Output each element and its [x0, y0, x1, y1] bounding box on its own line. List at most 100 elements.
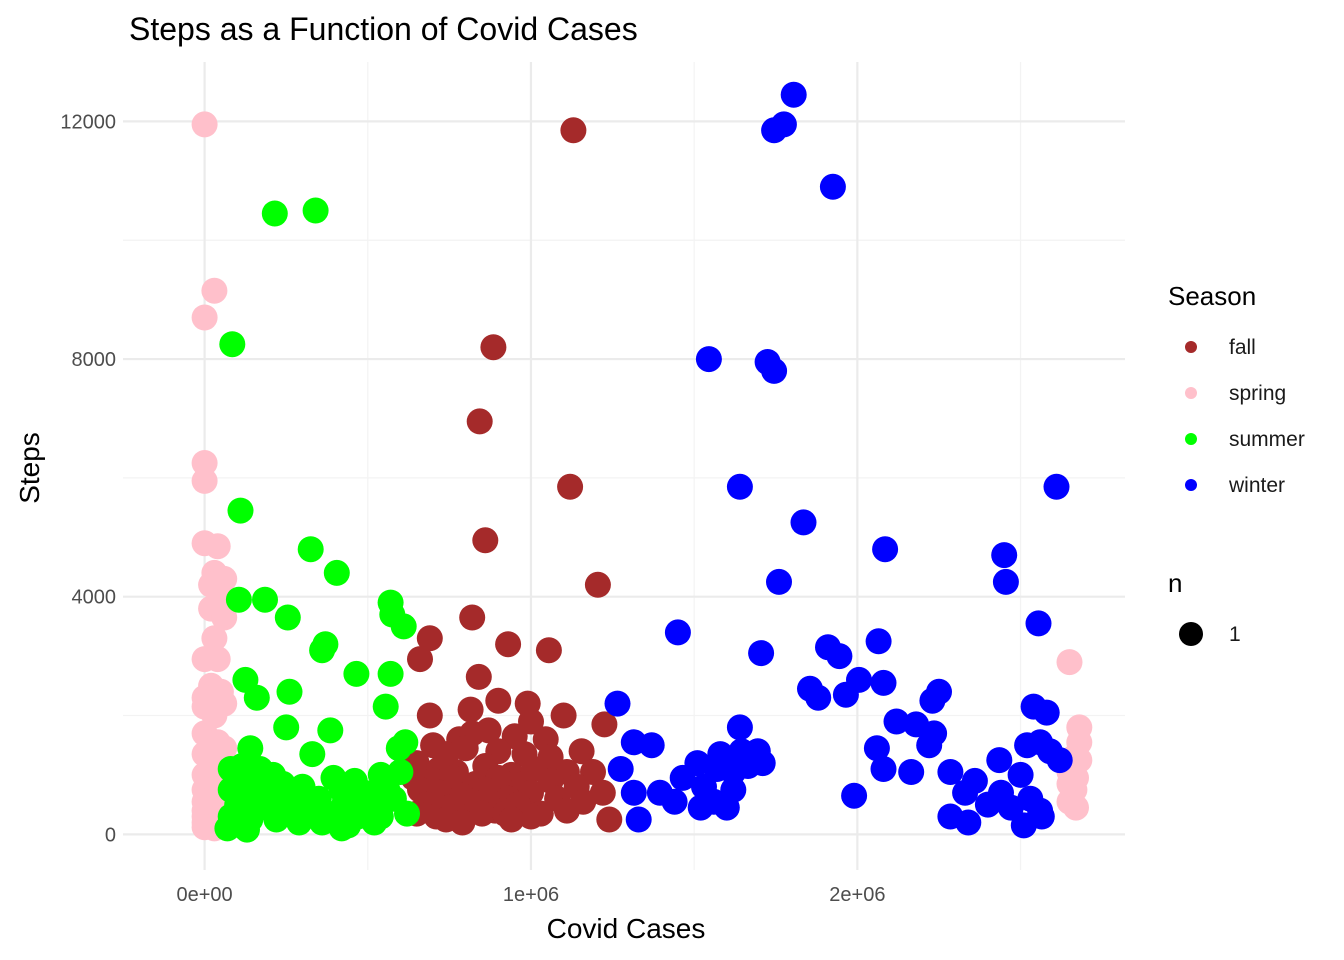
data-point-winter	[625, 806, 652, 833]
data-point-summer	[297, 536, 324, 563]
data-point-winter	[832, 681, 859, 708]
data-point-winter	[726, 473, 753, 500]
data-point-winter	[1028, 803, 1055, 830]
data-point-summer	[252, 586, 278, 613]
data-point-summer	[377, 660, 404, 687]
data-point-summer	[385, 735, 412, 762]
data-point-fall	[449, 809, 476, 836]
data-point-spring	[201, 625, 228, 652]
data-point-summer	[343, 660, 370, 687]
data-point-winter	[916, 732, 943, 759]
data-point-winter	[1033, 699, 1060, 726]
legend-key-spring	[1185, 387, 1197, 399]
data-point-winter	[863, 735, 890, 762]
legend-label-winter: winter	[1228, 474, 1285, 497]
data-point-summer	[309, 809, 336, 836]
y-tick-label: 4000	[72, 587, 117, 609]
grid-lines	[123, 62, 1125, 870]
data-point-winter	[819, 173, 846, 200]
data-point-summer	[234, 816, 260, 843]
data-point-summer	[286, 809, 313, 836]
legend-entries: fall spring summer winter	[1185, 336, 1305, 497]
data-point-summer	[302, 197, 329, 224]
x-tick-label: 2e+06	[829, 884, 885, 906]
legend-key-winter	[1185, 479, 1197, 491]
x-tick-label: 1e+06	[503, 884, 559, 906]
data-point-summer	[299, 741, 326, 768]
data-point-winter	[790, 509, 817, 536]
data-point-fall	[553, 797, 580, 824]
data-points	[191, 81, 1093, 843]
data-point-spring	[204, 646, 231, 673]
data-point-summer	[261, 200, 288, 227]
data-point-winter	[669, 764, 696, 791]
data-point-summer	[263, 806, 290, 833]
data-point-winter	[713, 794, 740, 821]
legend: Season fall spring summer winter n 1	[1168, 281, 1305, 646]
data-point-spring	[191, 467, 218, 494]
data-point-fall	[589, 779, 616, 806]
data-point-winter	[986, 747, 1013, 774]
data-point-summer	[361, 809, 388, 836]
data-point-fall	[457, 696, 484, 723]
data-point-fall	[466, 408, 493, 435]
y-tick-label: 12000	[60, 111, 116, 133]
data-point-summer	[317, 717, 344, 744]
data-point-fall	[560, 117, 587, 144]
data-point-winter	[883, 708, 910, 735]
data-point-summer	[276, 678, 303, 705]
data-point-winter	[604, 690, 631, 717]
legend-key-fall	[1185, 341, 1197, 353]
data-point-winter	[638, 732, 665, 759]
legend-size-label: 1	[1229, 623, 1241, 646]
data-point-winter	[870, 669, 897, 696]
chart-title: Steps as a Function of Covid Cases	[129, 11, 638, 47]
data-point-fall	[498, 806, 525, 833]
data-point-summer	[394, 800, 420, 827]
data-point-spring	[201, 277, 228, 304]
data-point-winter	[870, 756, 897, 782]
data-point-winter	[898, 759, 925, 785]
legend-size-key	[1179, 622, 1203, 646]
data-point-summer	[227, 497, 254, 524]
data-point-winter	[620, 779, 647, 806]
data-point-winter	[955, 809, 982, 836]
legend-label-fall: fall	[1229, 336, 1256, 359]
data-point-summer	[214, 815, 241, 842]
data-point-spring	[1063, 794, 1089, 821]
data-point-spring	[204, 533, 231, 560]
data-point-winter	[780, 81, 807, 108]
legend-title-n: n	[1168, 568, 1182, 598]
data-point-spring	[191, 111, 218, 138]
data-point-winter	[1007, 761, 1034, 788]
data-point-winter	[695, 346, 722, 373]
data-point-fall	[557, 473, 584, 500]
data-point-winter	[919, 687, 946, 714]
data-point-fall	[591, 711, 618, 738]
data-point-spring	[1056, 649, 1083, 676]
data-point-winter	[992, 568, 1019, 595]
data-point-summer	[225, 586, 252, 613]
data-point-summer	[372, 693, 399, 720]
y-tick-label: 8000	[72, 349, 117, 371]
data-point-fall	[469, 800, 495, 827]
data-point-fall	[485, 687, 512, 714]
data-point-winter	[749, 750, 776, 777]
x-tick-label: 0e+00	[177, 884, 233, 906]
data-point-summer	[387, 759, 414, 785]
data-point-fall	[518, 803, 544, 830]
data-point-winter	[952, 779, 979, 806]
data-point-fall	[416, 625, 443, 652]
data-point-fall	[475, 717, 502, 744]
data-point-fall	[535, 637, 562, 664]
legend-key-summer	[1185, 433, 1197, 445]
data-point-winter	[766, 568, 792, 595]
legend-label-spring: spring	[1229, 382, 1286, 405]
data-point-winter	[1025, 610, 1052, 637]
data-point-summer	[274, 604, 301, 631]
data-point-winter	[748, 640, 775, 667]
data-point-spring	[191, 450, 218, 476]
data-point-fall	[596, 806, 623, 833]
data-point-summer	[328, 815, 355, 842]
